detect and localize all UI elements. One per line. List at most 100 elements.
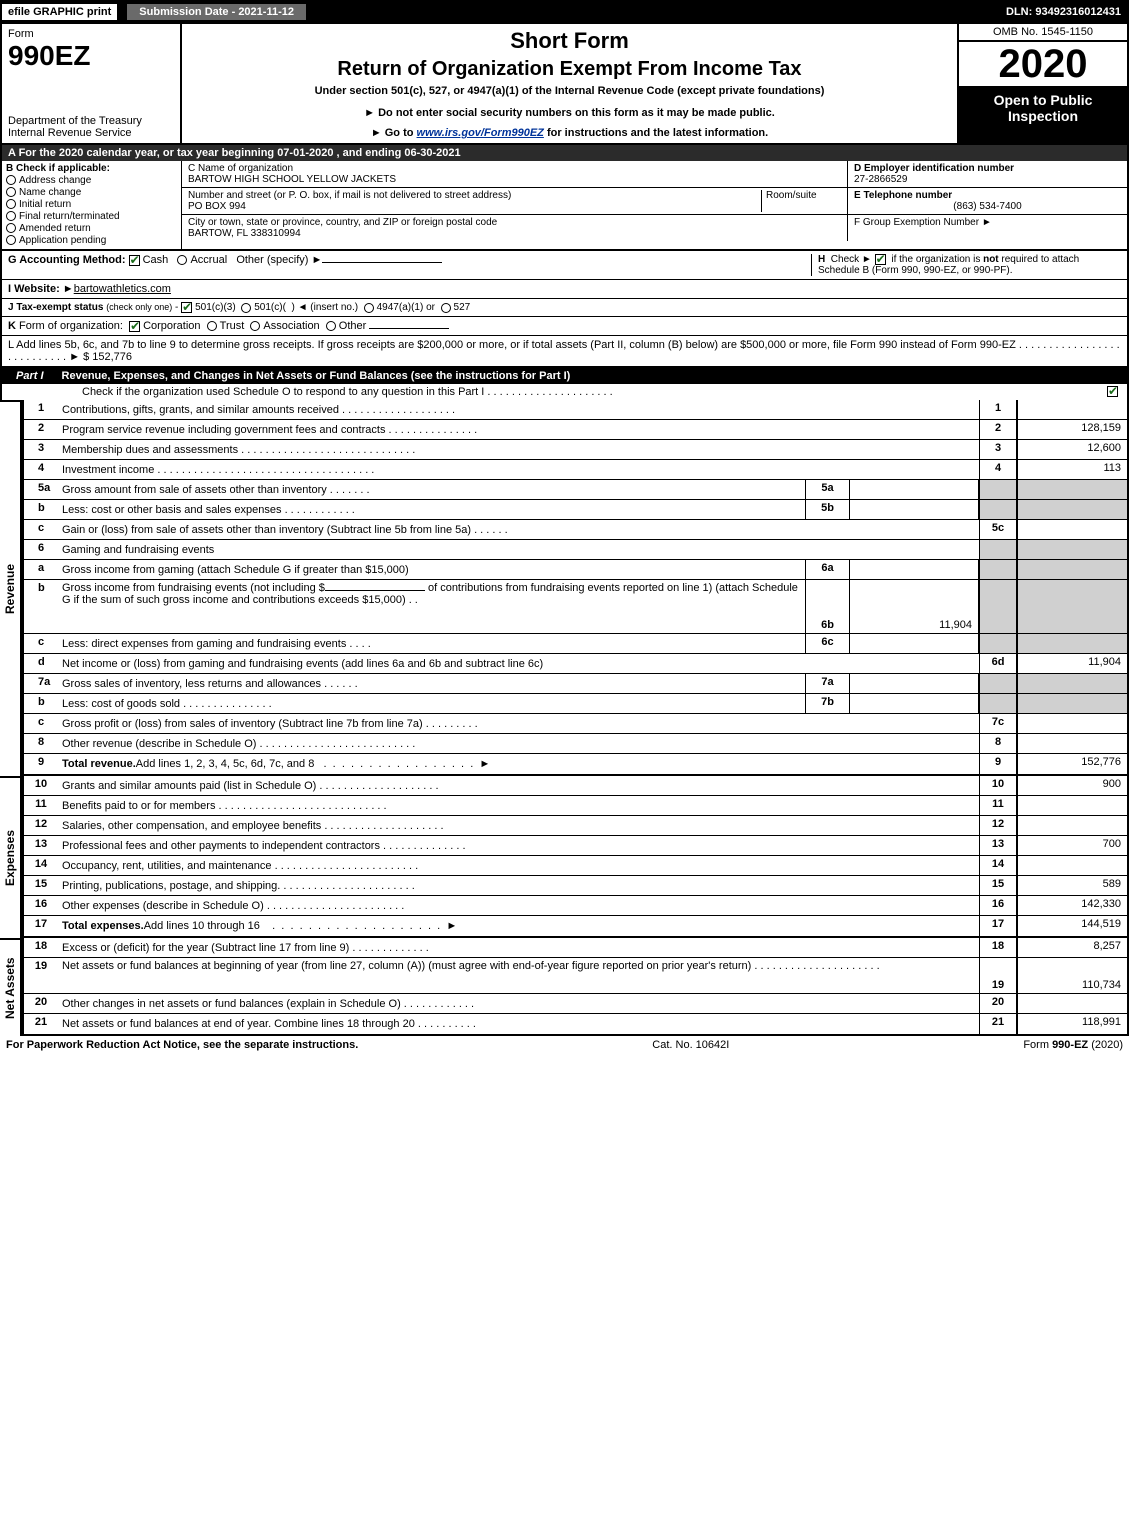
amt-7c: [1017, 714, 1127, 733]
expenses-grid: 10Grants and similar amounts paid (list …: [22, 776, 1129, 938]
other-label: Other (specify) ►: [236, 254, 322, 266]
subval-5a: [849, 480, 979, 499]
chk-accrual[interactable]: [177, 255, 187, 265]
box-6b-grey: [979, 580, 1017, 633]
short-form: Short Form: [190, 28, 949, 54]
chk-501c3[interactable]: [181, 302, 192, 313]
box-11: 11: [979, 796, 1017, 815]
desc-10: Grants and similar amounts paid (list in…: [58, 776, 979, 795]
amt-5b-grey: [1017, 500, 1127, 519]
subval-7b: [849, 694, 979, 713]
box-3: 3: [979, 440, 1017, 459]
part1-check-text: Check if the organization used Schedule …: [82, 386, 1107, 398]
ln-7a: 7a: [24, 674, 58, 693]
accrual-label: Accrual: [190, 254, 227, 266]
desc-20: Other changes in net assets or fund bala…: [58, 994, 979, 1013]
desc-3: Membership dues and assessments . . . . …: [58, 440, 979, 459]
chk-527[interactable]: [441, 303, 451, 313]
ln-8: 8: [24, 734, 58, 753]
ln-5a: 5a: [24, 480, 58, 499]
addr-lbl: Number and street (or P. O. box, if mail…: [188, 190, 761, 201]
box-16: 16: [979, 896, 1017, 915]
chk-4947[interactable]: [364, 303, 374, 313]
line-l-amount: 152,776: [92, 351, 132, 363]
city-lbl: City or town, state or province, country…: [188, 217, 841, 228]
amt-13: 700: [1017, 836, 1127, 855]
footer-right: Form 990-EZ (2020): [1023, 1039, 1123, 1051]
amt-16: 142,330: [1017, 896, 1127, 915]
desc-19: Net assets or fund balances at beginning…: [58, 958, 979, 993]
footer-mid: Cat. No. 10642I: [652, 1039, 729, 1051]
chk-other-org[interactable]: [326, 321, 336, 331]
ein-lbl: D Employer identification number: [854, 163, 1121, 174]
submission-date: Submission Date - 2021-11-12: [125, 2, 308, 22]
subval-6b: 11,904: [849, 580, 979, 633]
chk-501c[interactable]: [241, 303, 251, 313]
desc-5a: Gross amount from sale of assets other t…: [58, 480, 805, 499]
line-h: H Check ► if the organization is not req…: [811, 254, 1121, 276]
line-g: G Accounting Method: Cash Accrual Other …: [8, 254, 811, 276]
amt-20: [1017, 994, 1127, 1013]
ln-7b: b: [24, 694, 58, 713]
sub-6b: 6b: [805, 580, 849, 633]
amt-6d: 11,904: [1017, 654, 1127, 673]
box-14: 14: [979, 856, 1017, 875]
cash-label: Cash: [143, 254, 169, 266]
chk-schedule-o[interactable]: [1107, 386, 1118, 397]
desc-1: Contributions, gifts, grants, and simila…: [58, 400, 979, 419]
chk-initial-return[interactable]: Initial return: [6, 199, 177, 210]
desc-8: Other revenue (describe in Schedule O) .…: [58, 734, 979, 753]
dept-treasury: Department of the Treasury Internal Reve…: [8, 115, 174, 139]
amt-6b-grey: [1017, 580, 1127, 633]
line-j: J Tax-exempt status (check only one) - 5…: [2, 299, 1127, 317]
part1-check: Check if the organization used Schedule …: [0, 384, 1129, 400]
sub-5b: 5b: [805, 500, 849, 519]
chk-amended-return[interactable]: Amended return: [6, 223, 177, 234]
chk-h[interactable]: [875, 254, 886, 265]
chk-final-return[interactable]: Final return/terminated: [6, 211, 177, 222]
box-4: 4: [979, 460, 1017, 479]
amt-14: [1017, 856, 1127, 875]
expenses-band: Expenses: [0, 776, 22, 938]
revenue-band: Revenue: [0, 400, 22, 776]
desc-5c: Gain or (loss) from sale of assets other…: [58, 520, 979, 539]
ln-13: 13: [24, 836, 58, 855]
chk-app-pending[interactable]: Application pending: [6, 235, 177, 246]
ln-11: 11: [24, 796, 58, 815]
chk-trust[interactable]: [207, 321, 217, 331]
irs-link[interactable]: www.irs.gov/Form990EZ: [417, 127, 544, 139]
chk-assoc[interactable]: [250, 321, 260, 331]
ln-7c: c: [24, 714, 58, 733]
line-l-text: L Add lines 5b, 6c, and 7b to line 9 to …: [8, 339, 1120, 363]
ln-20: 20: [24, 994, 58, 1013]
ln-6b: b: [24, 580, 58, 633]
subval-6a: [849, 560, 979, 579]
part1-label: Part I: [6, 370, 54, 382]
chk-corp[interactable]: [129, 321, 140, 332]
amt-7b-grey: [1017, 694, 1127, 713]
desc-6b: Gross income from fundraising events (no…: [58, 580, 805, 633]
goto-post: for instructions and the latest informat…: [544, 127, 768, 139]
dln: DLN: 93492316012431: [998, 4, 1129, 20]
amt-3: 12,600: [1017, 440, 1127, 459]
box-f: F Group Exemption Number ►: [847, 215, 1127, 241]
ln-6: 6: [24, 540, 58, 559]
amt-1: [1017, 400, 1127, 419]
chk-address-change[interactable]: Address change: [6, 175, 177, 186]
amt-8: [1017, 734, 1127, 753]
donot-enter-ssn: ► Do not enter social security numbers o…: [190, 107, 949, 119]
service-text: Service: [95, 127, 132, 139]
part1-bar: Part I Revenue, Expenses, and Changes in…: [0, 368, 1129, 384]
grp-lbl: F Group Exemption Number ►: [854, 217, 1121, 228]
website[interactable]: bartowathletics.com: [74, 283, 171, 295]
box-6c-grey: [979, 634, 1017, 653]
desc-7a: Gross sales of inventory, less returns a…: [58, 674, 805, 693]
sub-5a: 5a: [805, 480, 849, 499]
return-title: Return of Organization Exempt From Incom…: [190, 58, 949, 81]
irs-text: Internal Revenue: [8, 127, 92, 139]
subval-7a: [849, 674, 979, 693]
section-ghijkl: G Accounting Method: Cash Accrual Other …: [0, 251, 1129, 368]
desc-7b: Less: cost of goods sold . . . . . . . .…: [58, 694, 805, 713]
chk-cash[interactable]: [129, 255, 140, 266]
chk-name-change[interactable]: Name change: [6, 187, 177, 198]
